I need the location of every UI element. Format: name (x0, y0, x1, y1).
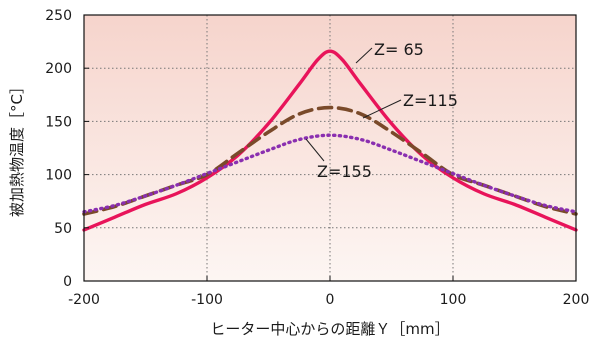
y-tick-label: 0 (63, 274, 72, 290)
annotation-leader (355, 47, 373, 64)
annotation-leader (362, 99, 402, 119)
x-tick-label: 100 (440, 292, 467, 308)
series-label: Z=155 (317, 162, 372, 181)
y-tick-label: 150 (45, 114, 72, 130)
x-tick-label: 0 (326, 292, 335, 308)
x-tick-label: -200 (68, 292, 100, 308)
x-axis-title: ヒーター中心からの距離Ｙ［mm］ (210, 320, 449, 338)
series-label: Z=115 (403, 91, 458, 110)
y-tick-label: 100 (45, 168, 72, 184)
series-line-1 (82, 49, 578, 232)
series-line-3 (82, 133, 578, 214)
series-label: Z= 65 (374, 40, 424, 59)
x-tick-label: -100 (191, 292, 223, 308)
y-tick-label: 50 (54, 221, 72, 237)
annotation-leader (305, 138, 325, 162)
x-tick-label: 200 (563, 292, 590, 308)
y-tick-label: 200 (45, 61, 72, 77)
y-tick-label: 250 (45, 8, 72, 24)
y-axis-title: 被加熱物温度［°C］ (8, 79, 26, 217)
